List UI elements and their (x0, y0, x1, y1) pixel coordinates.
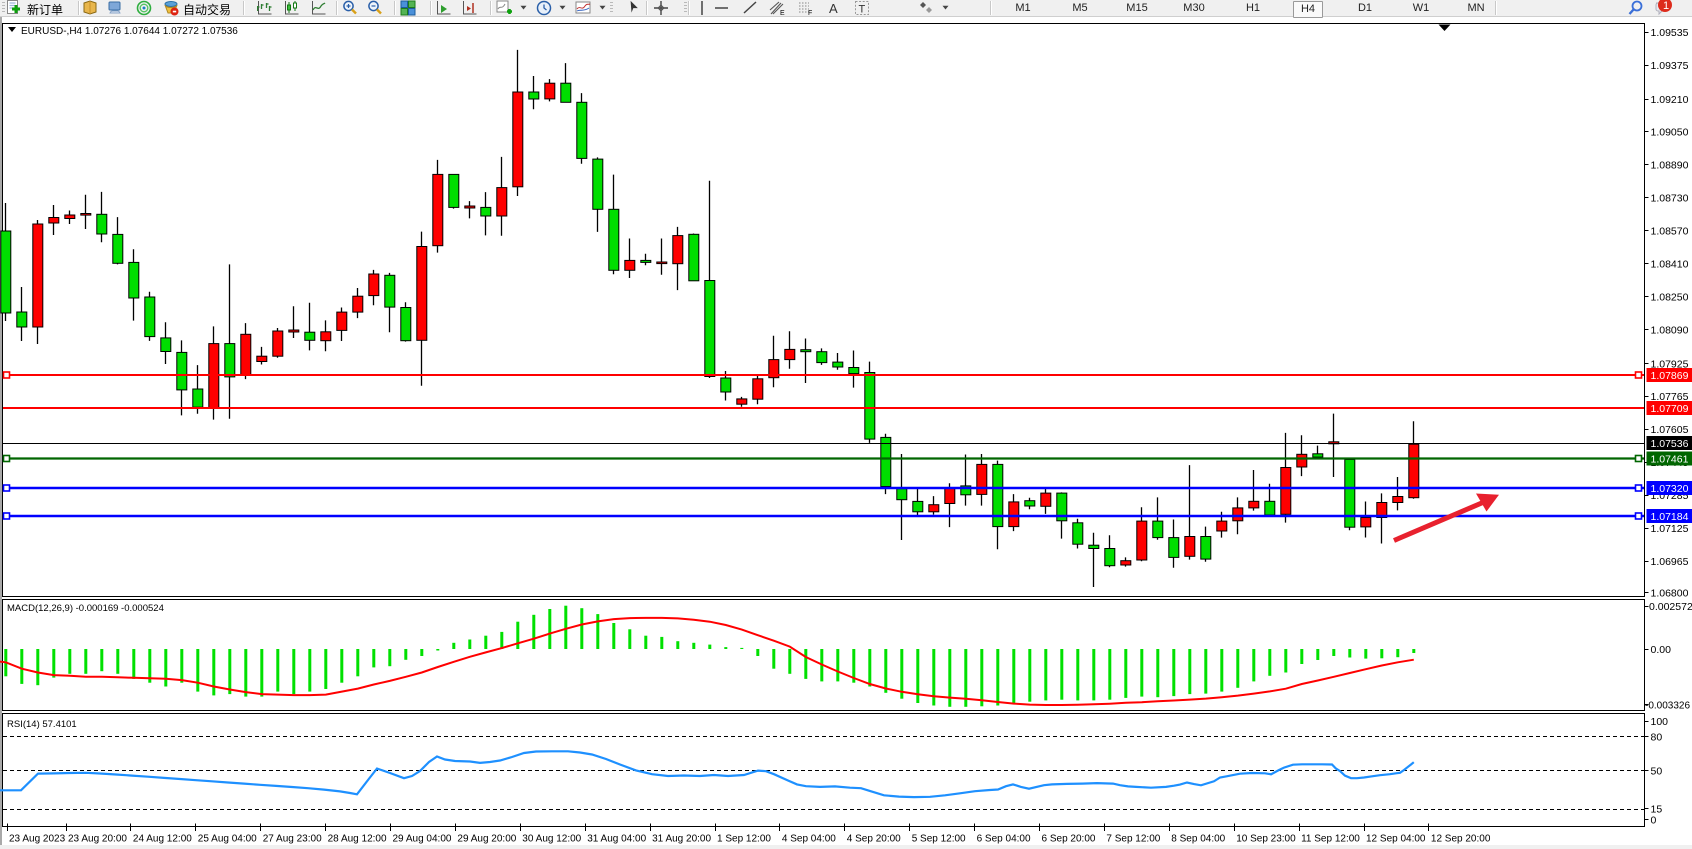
svg-text:28 Aug 12:00: 28 Aug 12:00 (328, 834, 387, 845)
svg-text:1.08890: 1.08890 (1651, 160, 1689, 172)
svg-text:1.09535: 1.09535 (1651, 27, 1689, 39)
svg-text:A: A (829, 1, 838, 16)
svg-text:6 Sep 20:00: 6 Sep 20:00 (1042, 834, 1096, 845)
svg-text:27 Aug 23:00: 27 Aug 23:00 (263, 834, 322, 845)
svg-text:29 Aug 20:00: 29 Aug 20:00 (457, 834, 516, 845)
svg-text:RSI(14) 57.4101: RSI(14) 57.4101 (7, 719, 77, 730)
svg-text:10 Sep 23:00: 10 Sep 23:00 (1236, 834, 1296, 845)
svg-text:1.07765: 1.07765 (1651, 391, 1689, 403)
svg-text:1: 1 (1663, 0, 1669, 12)
svg-text:12 Sep 04:00: 12 Sep 04:00 (1366, 834, 1426, 845)
svg-text:8 Sep 04:00: 8 Sep 04:00 (1171, 834, 1225, 845)
svg-text:1.07869: 1.07869 (1651, 370, 1689, 382)
svg-text:EURUSD-,H4 1.07276 1.07644 1.: EURUSD-,H4 1.07276 1.07644 1.07272 1.075… (21, 26, 238, 37)
svg-text:1.07461: 1.07461 (1651, 453, 1689, 465)
svg-text:T: T (859, 4, 866, 16)
svg-text:7 Sep 12:00: 7 Sep 12:00 (1106, 834, 1160, 845)
svg-text:31 Aug 20:00: 31 Aug 20:00 (652, 834, 711, 845)
svg-text:F: F (808, 10, 812, 16)
svg-text:MACD(12,26,9) -0.000169 -0.000: MACD(12,26,9) -0.000169 -0.000524 (7, 603, 164, 614)
svg-text:1 Sep 12:00: 1 Sep 12:00 (717, 834, 771, 845)
svg-text:15: 15 (1651, 803, 1663, 815)
svg-text:31 Aug 04:00: 31 Aug 04:00 (587, 834, 646, 845)
svg-text:50: 50 (1651, 765, 1663, 777)
svg-text:0.002572: 0.002572 (1649, 601, 1692, 613)
svg-text:1.09375: 1.09375 (1651, 60, 1689, 72)
svg-text:23 Aug 20:00: 23 Aug 20:00 (68, 834, 127, 845)
svg-text:1.07125: 1.07125 (1651, 523, 1689, 535)
svg-text:6 Sep 04:00: 6 Sep 04:00 (977, 834, 1031, 845)
svg-text:1.07536: 1.07536 (1651, 438, 1689, 450)
svg-text:1.08410: 1.08410 (1651, 258, 1689, 270)
svg-text:1.07925: 1.07925 (1651, 358, 1689, 370)
svg-text:0.00: 0.00 (1651, 644, 1672, 656)
svg-text:1.09050: 1.09050 (1651, 127, 1689, 139)
svg-text:25 Aug 04:00: 25 Aug 04:00 (198, 834, 257, 845)
svg-text:4 Sep 20:00: 4 Sep 20:00 (847, 834, 901, 845)
svg-text:4 Sep 04:00: 4 Sep 04:00 (782, 834, 836, 845)
svg-text:30 Aug 12:00: 30 Aug 12:00 (522, 834, 581, 845)
svg-text:1.08730: 1.08730 (1651, 193, 1689, 205)
svg-text:23 Aug 2023: 23 Aug 2023 (9, 834, 66, 845)
svg-text:80: 80 (1651, 732, 1663, 744)
svg-text:1.08090: 1.08090 (1651, 324, 1689, 336)
svg-text:1.07320: 1.07320 (1651, 483, 1689, 495)
svg-text:1.06965: 1.06965 (1651, 556, 1689, 568)
svg-text:1.08250: 1.08250 (1651, 291, 1689, 303)
svg-text:24 Aug 12:00: 24 Aug 12:00 (133, 834, 192, 845)
svg-text:1.06800: 1.06800 (1651, 587, 1689, 599)
svg-text:29 Aug 04:00: 29 Aug 04:00 (393, 834, 452, 845)
svg-text:5 Sep 12:00: 5 Sep 12:00 (912, 834, 966, 845)
svg-text:1.07184: 1.07184 (1651, 511, 1689, 523)
svg-text:100: 100 (1651, 716, 1669, 728)
svg-text:E: E (780, 10, 785, 16)
svg-text:11 Sep 12:00: 11 Sep 12:00 (1301, 834, 1360, 845)
svg-text:1.08570: 1.08570 (1651, 226, 1689, 238)
svg-text:1.07709: 1.07709 (1651, 403, 1689, 415)
svg-text:-0.003326: -0.003326 (1645, 700, 1690, 711)
svg-text:1.09210: 1.09210 (1651, 94, 1689, 106)
svg-text:0: 0 (1651, 814, 1657, 826)
svg-text:1.07605: 1.07605 (1651, 424, 1689, 436)
svg-text:12 Sep 20:00: 12 Sep 20:00 (1431, 834, 1491, 845)
